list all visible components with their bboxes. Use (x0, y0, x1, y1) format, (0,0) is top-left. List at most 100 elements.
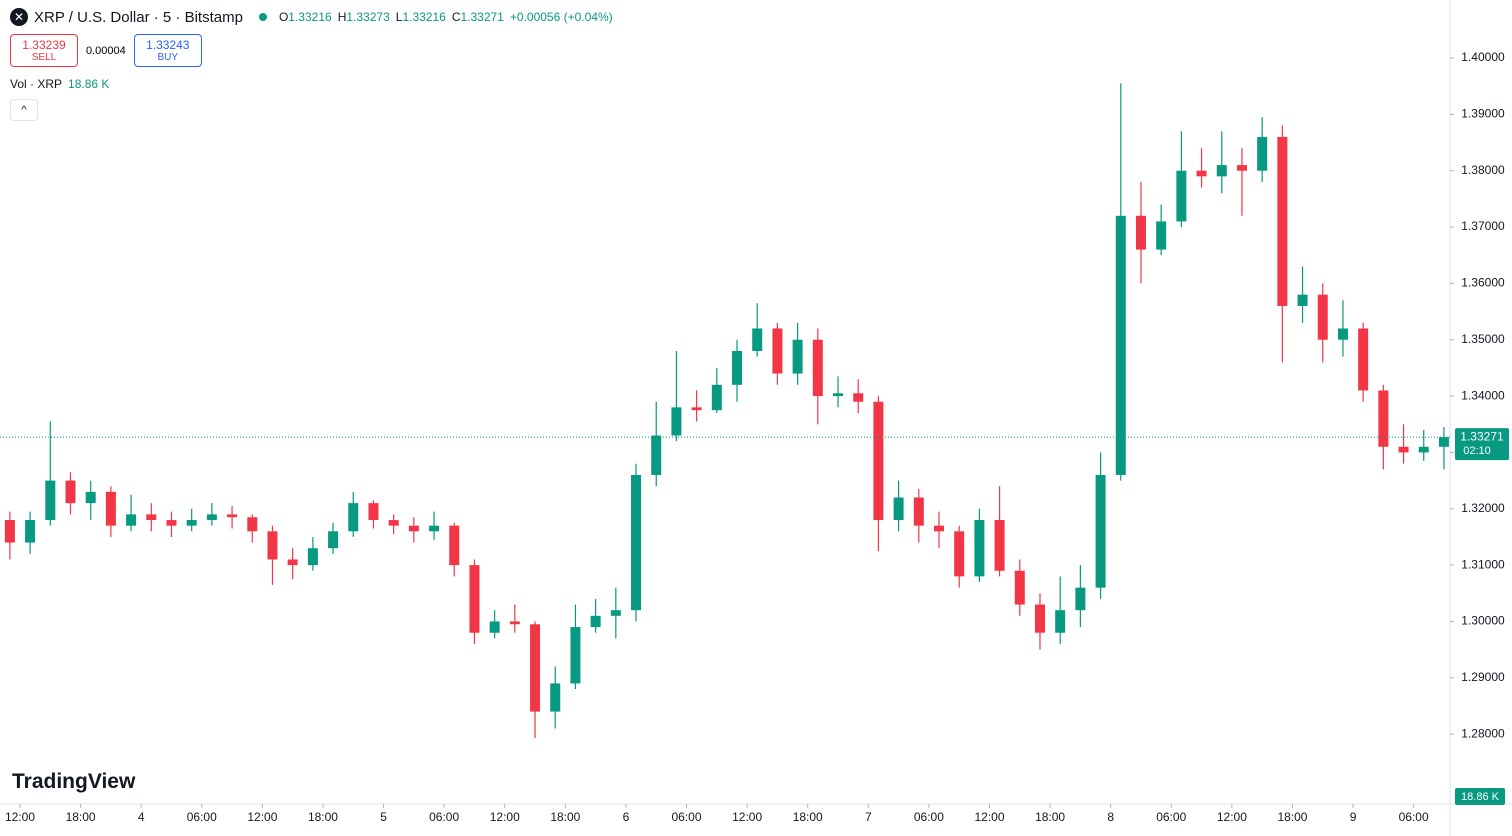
candle-body (45, 480, 56, 521)
candle-body (105, 491, 116, 526)
candle-body (853, 393, 864, 402)
candle-body (1115, 215, 1126, 475)
candle-body (348, 503, 359, 532)
ohlc-close: C1.33271 (452, 10, 504, 24)
candle-body (328, 531, 339, 549)
candle-body (1156, 221, 1167, 250)
market-status (258, 13, 267, 21)
candle-body (974, 520, 985, 577)
candle-body (610, 610, 621, 616)
candle-body (247, 517, 258, 532)
x-tick-label: 06:00 (1399, 810, 1429, 824)
y-tick-label: 1.36000 (1461, 276, 1505, 290)
ohlc-value: 1.33216 (402, 10, 446, 24)
candle-body (469, 565, 480, 633)
y-tick-label: 1.31000 (1461, 557, 1505, 571)
candle-body (368, 503, 379, 521)
candle-body (186, 520, 197, 526)
candle-body (227, 514, 238, 518)
candle-body (1236, 165, 1247, 171)
x-tick-label: 06:00 (187, 810, 217, 824)
candle-body (166, 520, 177, 526)
candle-body (489, 621, 500, 633)
y-tick-label: 1.37000 (1461, 219, 1505, 233)
brand: TradingView (12, 770, 136, 793)
candle-body (812, 339, 823, 397)
candle-body (590, 615, 601, 628)
candle-body (1135, 215, 1146, 250)
candle-body (4, 520, 15, 543)
x-tick-label: 12:00 (490, 810, 520, 824)
ohlc-value: 1.33273 (346, 10, 390, 24)
x-tick-label: 9 (1350, 810, 1357, 824)
candle-body (1095, 474, 1106, 588)
candle-body (954, 531, 965, 577)
candle-body (994, 520, 1005, 571)
last-price-label: 1.33271 (1460, 429, 1504, 443)
ohlc-value: 1.33216 (288, 10, 332, 24)
candle-body (1014, 570, 1025, 605)
x-tick-label: 18:00 (1035, 810, 1065, 824)
x-tick-label: 12:00 (1217, 810, 1247, 824)
candle-body (1297, 294, 1308, 306)
candle-body (1034, 604, 1045, 633)
collapse-button[interactable]: ^ (10, 99, 38, 121)
volume-badge (1455, 788, 1505, 805)
x-tick-label: 5 (380, 810, 387, 824)
x-tick-label: 12:00 (5, 810, 35, 824)
candle-body (833, 393, 844, 397)
y-tick-label: 1.35000 (1461, 332, 1505, 346)
candle-body (1438, 437, 1449, 447)
spread: 0.00004 (86, 44, 126, 57)
x-tick-label: 4 (138, 810, 145, 824)
x-tick-label: 06:00 (1156, 810, 1186, 824)
ohlc-key: H (337, 10, 347, 24)
countdown-label: 02:10 (1463, 445, 1491, 457)
candle-body (1176, 170, 1187, 222)
candle-body (732, 351, 743, 385)
x-tick-label: 12:00 (247, 810, 277, 824)
candle-body (550, 683, 561, 712)
candle-body (1075, 587, 1086, 611)
candle-body (1277, 136, 1288, 306)
candle-body (146, 514, 157, 521)
y-tick-label: 1.29000 (1461, 670, 1505, 684)
symbol-title[interactable]: XRP / U.S. Dollar · 5 · Bitstamp (34, 8, 243, 26)
candle-body (1358, 328, 1369, 391)
buy-button[interactable]: 1.33243 BUY (133, 34, 202, 67)
ohlc-change: +0.00056 (+0.04%) (509, 10, 613, 24)
candle-body (1317, 294, 1328, 340)
volume-badge-label: 18.86 K (1461, 791, 1500, 803)
candle-body (711, 384, 722, 411)
candle-body (893, 497, 904, 521)
x-tick-label: 18:00 (793, 810, 823, 824)
x-tick-label: 06:00 (672, 810, 702, 824)
ohlc-value: 1.33271 (460, 10, 504, 24)
candle-body (671, 407, 682, 436)
candle-body (1257, 136, 1268, 171)
ohlc-low: L1.33216 (396, 10, 446, 24)
candle-body (25, 520, 36, 543)
x-tick-label: 12:00 (732, 810, 762, 824)
x-tick-label: 18:00 (66, 810, 96, 824)
candle-body (65, 480, 76, 504)
ohlc-key: C (451, 10, 461, 24)
y-tick-label: 1.38000 (1461, 163, 1505, 177)
y-tick-label: 1.39000 (1461, 107, 1505, 121)
candle-body (752, 328, 763, 352)
buy-label: BUY (157, 52, 179, 63)
y-tick-label: 1.40000 (1461, 50, 1505, 64)
candle-body (85, 491, 96, 504)
sell-button[interactable]: 1.33239 SELL (10, 34, 78, 67)
candle-body (307, 548, 318, 566)
candle-body (408, 525, 419, 532)
ohlc-key: O (278, 10, 289, 24)
y-tick-label: 1.28000 (1461, 726, 1505, 740)
symbol-logo: ✕ (10, 8, 28, 26)
ohlc-key: L (395, 10, 403, 24)
volume-label: Vol · XRP (10, 77, 63, 91)
x-tick-label: 18:00 (550, 810, 580, 824)
x-tick-label: 06:00 (914, 810, 944, 824)
ohlc-high: H1.33273 (338, 10, 390, 24)
candle-body (1398, 446, 1409, 453)
